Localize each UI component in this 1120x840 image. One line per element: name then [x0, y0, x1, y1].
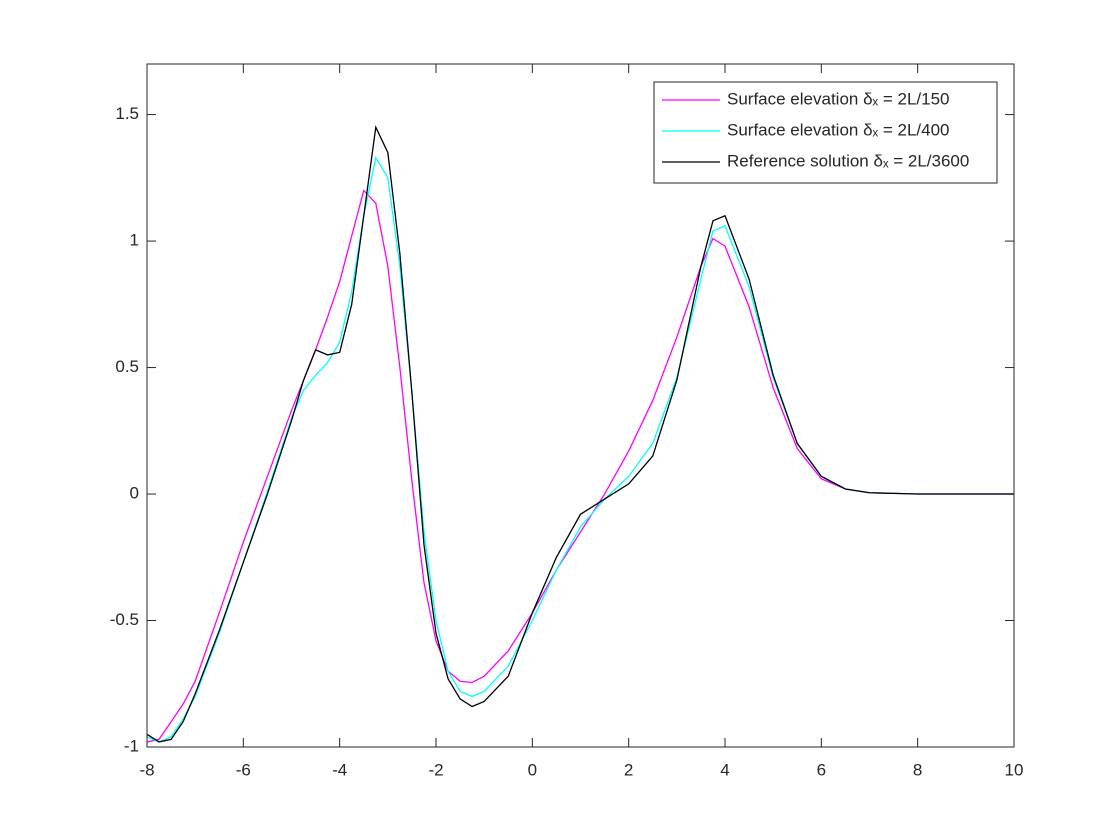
series-line [146, 155, 1014, 743]
x-tick-label: 0 [528, 760, 537, 779]
y-tick-label: -0.5 [110, 610, 139, 629]
x-tick-label: 10 [1005, 760, 1024, 779]
y-tick-label: 0 [130, 484, 139, 503]
x-tick-label: 8 [913, 760, 922, 779]
x-tick-label: -8 [139, 760, 154, 779]
y-tick-label: 0.5 [115, 357, 139, 376]
legend-box [653, 81, 998, 184]
x-tick-label: -2 [428, 760, 443, 779]
axes-box [146, 63, 1015, 748]
x-tick-label: 4 [720, 760, 729, 779]
x-tick-label: -4 [332, 760, 347, 779]
series-line [146, 124, 1014, 743]
legend-label: Surface elevation δₓ = 2L/400 [727, 120, 950, 139]
series-line [146, 189, 1014, 743]
y-tick-label: -1 [124, 736, 139, 755]
x-tick-label: 2 [624, 760, 633, 779]
y-tick-label: 1.5 [115, 104, 139, 123]
x-tick-label: -6 [236, 760, 251, 779]
y-tick-label: 1 [130, 231, 139, 250]
legend-label: Surface elevation δₓ = 2L/150 [727, 89, 950, 108]
x-tick-label: 6 [817, 760, 826, 779]
legend-label: Reference solution δₓ = 2L/3600 [727, 151, 969, 170]
